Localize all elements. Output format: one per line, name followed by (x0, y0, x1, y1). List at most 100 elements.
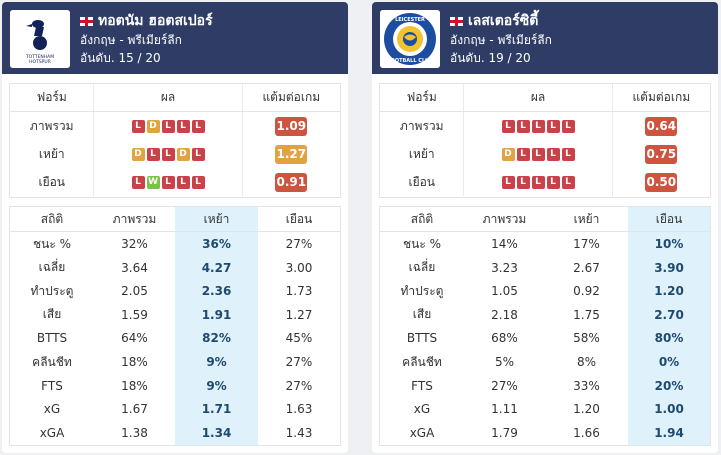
form-badge-D: D (146, 119, 160, 133)
stat-away: 3.90 (654, 260, 684, 275)
stat-label: BTTS (36, 331, 68, 346)
stats-header-label: สถิติ (410, 211, 434, 226)
team-name[interactable]: ทอตนัม ฮอตสเปอร์ (80, 10, 213, 32)
form-badge-L: L (531, 147, 545, 161)
stat-home: 58% (573, 331, 600, 346)
england-flag-icon (80, 16, 93, 26)
stat-label: BTTS (406, 331, 438, 346)
stat-overall: 1.59 (121, 307, 148, 322)
stat-overall: 18% (121, 378, 148, 393)
stat-overall: 14% (491, 237, 518, 251)
form-badge-L: L (131, 119, 145, 133)
stat-label: xG (43, 402, 61, 417)
stat-home: 17% (573, 237, 600, 251)
ppg-header-label: แต้มต่อเกม (611, 84, 710, 111)
stat-away: 2.70 (654, 307, 684, 322)
highlight-column (628, 207, 710, 445)
divider (10, 231, 340, 232)
stat-row: เฉลี่ย 3.64 4.27 3.00 (10, 256, 340, 280)
form-badge-L: L (546, 119, 560, 133)
form-badge-L: L (501, 175, 515, 189)
ppg-badge: 0.50 (645, 172, 678, 192)
stat-away: 1.94 (654, 425, 684, 440)
form-badge-W: W (146, 175, 160, 189)
stat-overall: 3.23 (491, 260, 518, 275)
form-badge-L: L (191, 119, 205, 133)
form-badge-D: D (176, 147, 190, 161)
stat-home: 9% (206, 378, 227, 393)
svg-text:FOOTBALL CLUB: FOOTBALL CLUB (387, 58, 433, 64)
stat-away: 80% (654, 331, 684, 346)
stat-overall: 5% (494, 355, 515, 369)
leicester-city-crest-icon[interactable]: LEICESTER FOOTBALL CLUB (380, 10, 440, 68)
form-badge-L: L (531, 119, 545, 133)
stat-home: 1.71 (201, 402, 232, 417)
form-badge-L: L (191, 175, 205, 189)
stat-row: xG 1.11 1.20 1.00 (380, 397, 710, 421)
stat-row: FTS 18% 9% 27% (10, 374, 340, 398)
stat-home: 8% (576, 355, 597, 369)
team-name-text[interactable]: เลสเตอร์ซิตี้ (468, 13, 539, 29)
stat-label: เสีย (42, 307, 62, 322)
form-row-label: เหย้า (408, 146, 435, 161)
stat-home: 1.20 (573, 402, 600, 417)
result-header-label: ผล (93, 84, 241, 111)
form-badge-L: L (546, 147, 560, 161)
form-badge-L: L (516, 119, 530, 133)
tottenham-crest-icon[interactable]: TOTTENHAM HOTSPUR (10, 10, 70, 68)
team-header: LEICESTER FOOTBALL CLUB เลสเตอร์ซิตี้ อั… (372, 2, 718, 74)
stat-away: 27% (285, 237, 313, 251)
stat-away: 20% (654, 378, 684, 393)
stat-label: ทำประตู (400, 283, 444, 298)
stat-away: 10% (654, 237, 684, 251)
form-badge-L: L (176, 175, 190, 189)
form-row-label: เหย้า (38, 146, 65, 161)
stat-row: BTTS 68% 58% 80% (380, 326, 710, 350)
team-name-text[interactable]: ทอตนัม ฮอตสเปอร์ (98, 13, 213, 29)
stat-away: 1.43 (285, 425, 313, 440)
stat-row: ทำประตู 1.05 0.92 1.20 (380, 279, 710, 303)
svg-text:HOTSPUR: HOTSPUR (29, 59, 51, 65)
ppg-badge: 0.64 (645, 116, 678, 136)
league-name[interactable]: อังกฤษ - พรีเมียร์ลีก (450, 33, 552, 47)
stat-row: xG 1.67 1.71 1.63 (10, 397, 340, 421)
team-name[interactable]: เลสเตอร์ซิตี้ (450, 10, 538, 32)
stat-away: 1.20 (654, 284, 684, 299)
divider (380, 231, 710, 232)
stats-header-label: สถิติ (40, 211, 64, 226)
stat-label: xGA (409, 425, 435, 440)
stat-label: คลีนชีท (32, 354, 72, 369)
stat-row: xGA 1.79 1.66 1.94 (380, 421, 710, 445)
stat-home: 2.67 (573, 260, 600, 275)
form-row-label: ภาพรวม (29, 118, 74, 133)
form-badge-L: L (516, 175, 530, 189)
stat-label: xG (413, 402, 431, 417)
home-header-label: เหย้า (573, 211, 600, 226)
league-rank: อันดับ. 19 / 20 (450, 51, 531, 65)
league-name[interactable]: อังกฤษ - พรีเมียร์ลีก (80, 33, 182, 47)
stat-overall: 1.79 (491, 425, 518, 440)
stat-label: คลีนชีท (402, 354, 442, 369)
stat-away: 0% (658, 355, 680, 369)
stat-away: 1.73 (285, 284, 313, 299)
stat-home: 2.36 (201, 284, 232, 299)
stat-row: ทำประตู 2.05 2.36 1.73 (10, 279, 340, 303)
form-badge-L: L (176, 119, 190, 133)
form-badge-L: L (161, 119, 175, 133)
highlight-column (175, 207, 258, 445)
stat-label: xGA (39, 425, 65, 440)
ppg-badge: 1.27 (275, 144, 308, 164)
stat-away: 1.63 (285, 402, 313, 417)
stat-label: FTS (411, 378, 433, 393)
stat-overall: 1.05 (491, 284, 518, 299)
stat-overall: 1.38 (121, 425, 148, 440)
stat-label: เสีย (412, 307, 432, 322)
stats-table: สถิติ ภาพรวม เหย้า เยือน ชนะ % 14% 17% 10% เ… (379, 206, 711, 446)
